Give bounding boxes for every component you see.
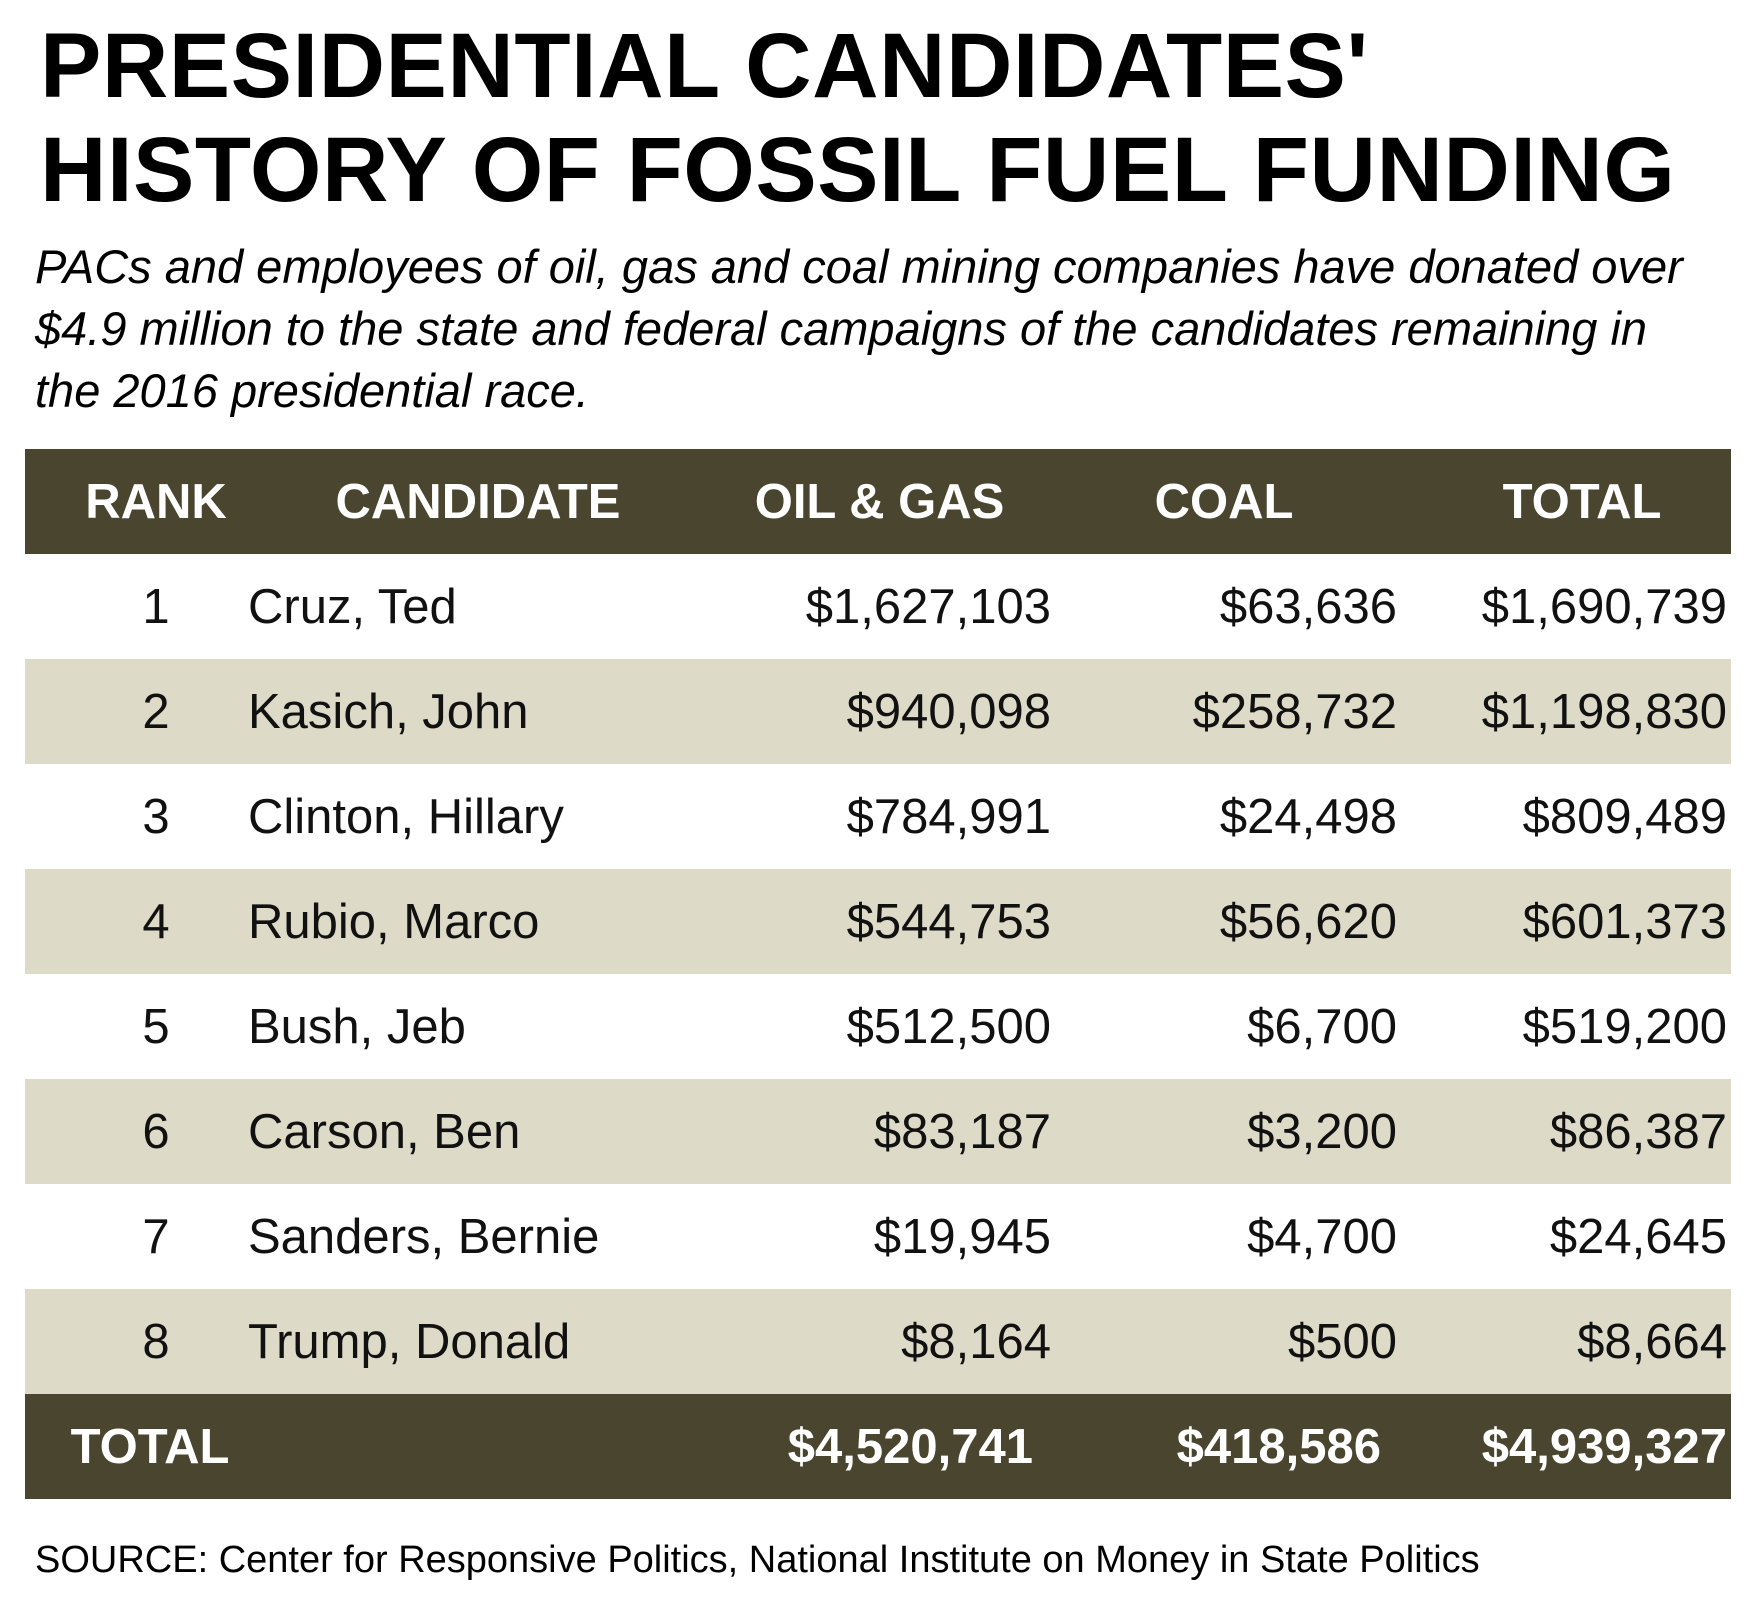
oil-gas-cell: $940,098: [846, 684, 1051, 739]
coal-cell: $3,200: [1247, 1104, 1397, 1159]
oil-gas-cell: $512,500: [846, 999, 1051, 1054]
header-candidate: CANDIDATE: [335, 474, 621, 529]
rank-cell: 1: [142, 579, 170, 634]
total-label: TOTAL: [70, 1419, 230, 1474]
rank-cell: 3: [142, 789, 170, 844]
oil-gas-cell: $544,753: [846, 894, 1051, 949]
table-row: 5 Bush, Jeb $512,500 $6,700 $519,200: [25, 974, 1731, 1079]
coal-cell: $500: [1287, 1314, 1397, 1369]
header-coal: COAL: [1154, 474, 1294, 529]
total-cell: $1,690,739: [1481, 579, 1727, 634]
coal-cell: $258,732: [1192, 684, 1397, 739]
table-body: 1 Cruz, Ted $1,627,103 $63,636 $1,690,739 2 Ka…: [25, 554, 1731, 1394]
table-row: 4 Rubio, Marco $544,753 $56,620 $601,373: [25, 869, 1731, 974]
table-total-row: TOTAL $4,520,741 $418,586 $4,939,327: [25, 1394, 1731, 1499]
table-row: 6 Carson, Ben $83,187 $3,200 $86,387: [25, 1079, 1731, 1184]
coal-cell: $6,700: [1247, 999, 1397, 1054]
total-cell: $24,645: [1549, 1209, 1727, 1264]
coal-cell: $63,636: [1219, 579, 1397, 634]
rank-cell: 4: [142, 894, 170, 949]
total-cell: $8,664: [1577, 1314, 1727, 1369]
candidate-cell: Bush, Jeb: [248, 999, 466, 1054]
header-total: TOTAL: [1502, 474, 1662, 529]
rank-cell: 6: [142, 1104, 170, 1159]
total-cell: $601,373: [1522, 894, 1727, 949]
rank-cell: 5: [142, 999, 170, 1054]
total-total: $4,939,327: [1481, 1419, 1727, 1474]
coal-cell: $56,620: [1219, 894, 1397, 949]
coal-cell: $4,700: [1247, 1209, 1397, 1264]
table-row: 1 Cruz, Ted $1,627,103 $63,636 $1,690,739: [25, 554, 1731, 659]
source-note: SOURCE: Center for Responsive Politics, …: [35, 1539, 1480, 1581]
total-cell: $86,387: [1549, 1104, 1727, 1159]
oil-gas-cell: $8,164: [901, 1314, 1051, 1369]
total-coal: $418,586: [1176, 1419, 1381, 1474]
candidate-cell: Cruz, Ted: [248, 579, 457, 634]
chart-title: PRESIDENTIAL CANDIDATES' HISTORY OF FOSS…: [40, 15, 1676, 221]
total-cell: $809,489: [1522, 789, 1727, 844]
header-rank: RANK: [85, 474, 227, 529]
candidate-cell: Carson, Ben: [248, 1104, 521, 1159]
oil-gas-cell: $1,627,103: [805, 579, 1051, 634]
oil-gas-cell: $83,187: [873, 1104, 1051, 1159]
candidate-cell: Rubio, Marco: [248, 894, 540, 949]
table-row: 3 Clinton, Hillary $784,991 $24,498 $809,489: [25, 764, 1731, 869]
candidate-cell: Kasich, John: [248, 684, 529, 739]
oil-gas-cell: $19,945: [873, 1209, 1051, 1264]
candidate-cell: Trump, Donald: [248, 1314, 571, 1369]
rank-cell: 2: [142, 684, 170, 739]
coal-cell: $24,498: [1219, 789, 1397, 844]
rank-cell: 8: [142, 1314, 170, 1369]
candidate-cell: Sanders, Bernie: [248, 1209, 600, 1264]
table-row: 8 Trump, Donald $8,164 $500 $8,664: [25, 1289, 1731, 1394]
total-cell: $1,198,830: [1481, 684, 1727, 739]
total-cell: $519,200: [1522, 999, 1727, 1054]
oil-gas-cell: $784,991: [846, 789, 1051, 844]
total-oil-gas: $4,520,741: [787, 1419, 1033, 1474]
rank-cell: 7: [142, 1209, 170, 1264]
funding-table: RANK CANDIDATE OIL & GAS COAL TOTAL 1 Cru…: [25, 449, 1731, 1499]
table-header-row: RANK CANDIDATE OIL & GAS COAL TOTAL: [25, 449, 1731, 554]
chart-subtitle: PACs and employees of oil, gas and coal …: [35, 240, 1683, 417]
table-row: 2 Kasich, John $940,098 $258,732 $1,198,830: [25, 659, 1731, 764]
candidate-cell: Clinton, Hillary: [248, 789, 564, 844]
header-oil-gas: OIL & GAS: [754, 474, 1005, 529]
table-row: 7 Sanders, Bernie $19,945 $4,700 $24,645: [25, 1184, 1731, 1289]
